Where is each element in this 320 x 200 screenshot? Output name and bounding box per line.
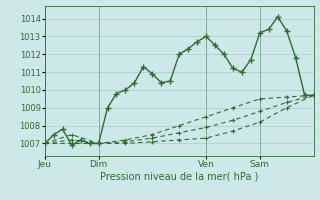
X-axis label: Pression niveau de la mer( hPa ): Pression niveau de la mer( hPa ) bbox=[100, 172, 258, 182]
